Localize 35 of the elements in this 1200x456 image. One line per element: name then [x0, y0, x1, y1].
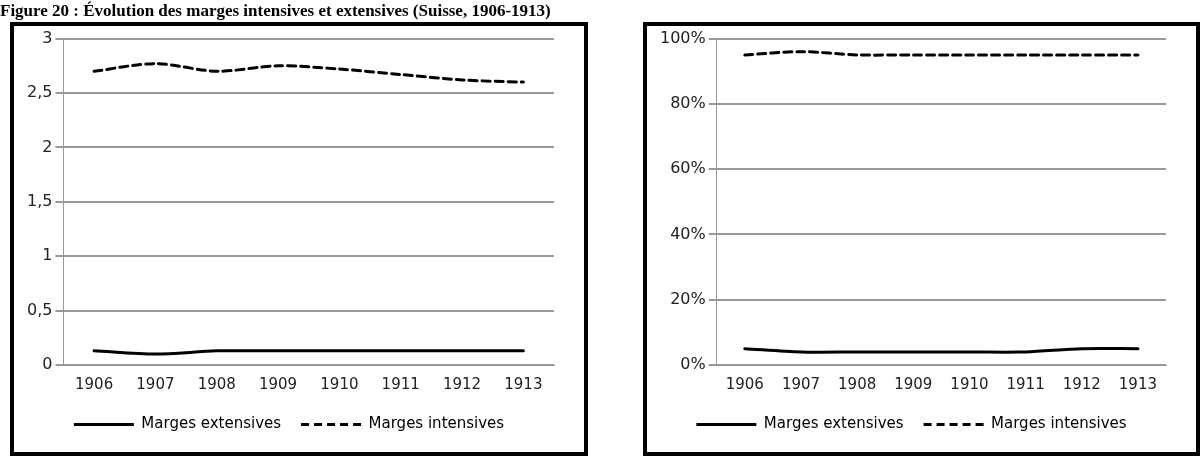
x-tick-label: 1910 — [320, 374, 359, 393]
x-tick-label: 1913 — [1118, 374, 1158, 393]
y-tick-label: 1 — [42, 245, 53, 265]
x-tick-label: 1907 — [781, 374, 821, 393]
y-tick-label: 0% — [680, 354, 706, 374]
x-tick-label: 1909 — [894, 374, 933, 393]
chart-title: Figure 20 : Évolution des marges intensives et extensives (Suisse, 1906-1913) — [0, 1, 551, 21]
x-tick-label: 1908 — [838, 374, 877, 393]
x-tick-label: 1908 — [197, 374, 236, 393]
x-tick-label: 1907 — [136, 374, 175, 393]
y-tick-label: 1,5 — [26, 190, 53, 210]
x-tick-label: 1906 — [75, 374, 114, 393]
y-tick-label: 100% — [659, 27, 706, 47]
x-tick-label: 1911 — [1006, 374, 1045, 393]
y-tick-label: 40% — [670, 223, 706, 243]
legend-label: Marges extensives — [763, 414, 904, 433]
x-tick-label: 1913 — [504, 374, 543, 393]
y-tick-label: 20% — [670, 288, 706, 308]
x-tick-label: 1909 — [258, 374, 298, 393]
x-tick-label: 1912 — [1062, 374, 1101, 393]
y-tick-label: 60% — [670, 158, 706, 178]
y-tick-label: 0,5 — [26, 299, 53, 319]
y-tick-label: 2,5 — [26, 82, 53, 102]
y-tick-label: 2 — [42, 136, 53, 156]
x-tick-label: 1906 — [725, 374, 764, 393]
legend-label: Marges intensives — [368, 414, 505, 433]
legend-label: Marges extensives — [141, 414, 282, 433]
y-tick-label: 0 — [42, 354, 53, 374]
x-tick-label: 1912 — [442, 374, 482, 393]
y-tick-label: 80% — [670, 93, 706, 113]
x-tick-label: 1911 — [381, 374, 420, 393]
y-tick-label: 3 — [42, 27, 53, 47]
legend-label: Marges intensives — [991, 414, 1127, 433]
line-series — [92, 62, 525, 84]
x-tick-label: 1910 — [950, 374, 989, 393]
